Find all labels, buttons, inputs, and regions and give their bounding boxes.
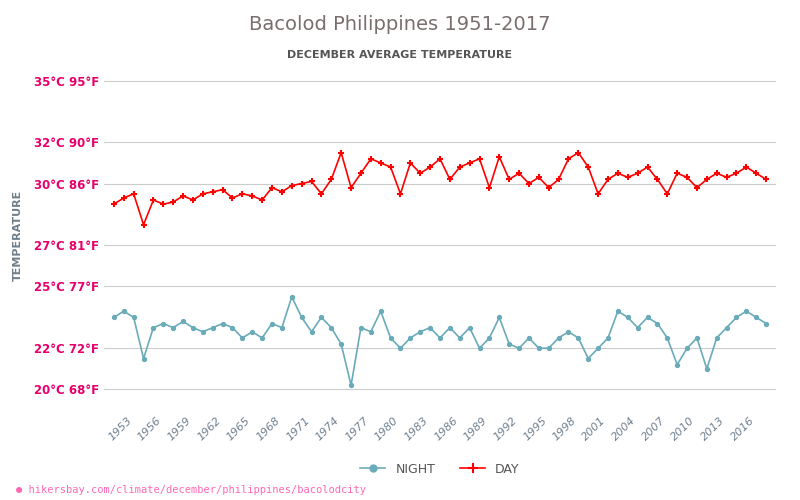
Text: ● hikersbay.com/climate/december/philippines/bacolodcity: ● hikersbay.com/climate/december/philipp… (16, 485, 366, 495)
Y-axis label: TEMPERATURE: TEMPERATURE (13, 190, 22, 280)
Legend: NIGHT, DAY: NIGHT, DAY (355, 458, 525, 480)
Text: DECEMBER AVERAGE TEMPERATURE: DECEMBER AVERAGE TEMPERATURE (287, 50, 513, 60)
Text: Bacolod Philippines 1951-2017: Bacolod Philippines 1951-2017 (250, 15, 550, 34)
